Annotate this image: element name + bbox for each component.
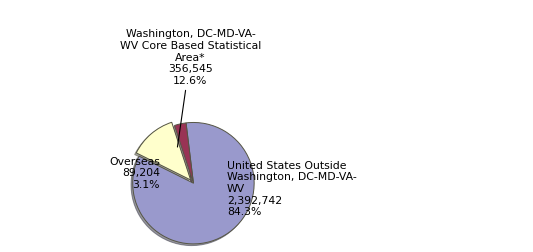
Wedge shape	[136, 123, 191, 180]
Wedge shape	[174, 123, 193, 183]
Wedge shape	[133, 123, 254, 244]
Text: United States Outside
Washington, DC-MD-VA-
WV
2,392,742
84.3%: United States Outside Washington, DC-MD-…	[227, 160, 357, 216]
Text: Overseas
89,204
3.1%: Overseas 89,204 3.1%	[109, 156, 160, 189]
Text: Washington, DC-MD-VA-
WV Core Based Statistical
Area*
356,545
12.6%: Washington, DC-MD-VA- WV Core Based Stat…	[120, 29, 261, 147]
